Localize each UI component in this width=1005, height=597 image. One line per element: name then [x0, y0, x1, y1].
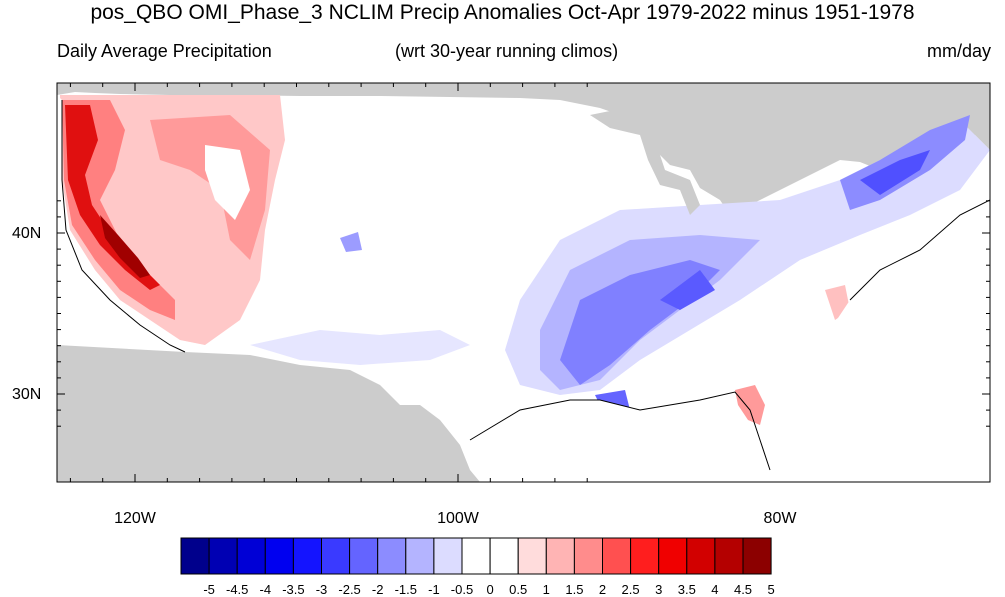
northeast-blue-dark	[860, 150, 930, 195]
colorbar-label: -1	[428, 582, 440, 597]
colorbar-box	[517, 537, 547, 575]
colorbar-label: 4.5	[733, 582, 753, 597]
colorbar-label: 1	[542, 582, 550, 597]
colorbar-box	[180, 537, 210, 575]
colorbar-box	[208, 537, 238, 575]
colorbar-label: 5	[767, 582, 775, 597]
colorbar-label: -0.5	[450, 582, 474, 597]
colorbar-label: 3	[655, 582, 663, 597]
great-lakes	[590, 95, 700, 215]
colorbar-label: 1.5	[565, 582, 584, 597]
colorbar-box	[377, 537, 407, 575]
colorbar-label: 0.5	[509, 582, 528, 597]
colorbar	[180, 537, 772, 575]
rockies-blue-spot	[340, 232, 362, 252]
axis-ticks	[57, 83, 990, 482]
colorbar-label: 2	[598, 582, 607, 597]
colorbar-label: -1.5	[394, 582, 417, 597]
colorbar-box	[405, 537, 435, 575]
colorbar-box	[714, 537, 744, 575]
colorbar-label: 2.5	[621, 582, 640, 597]
colorbar-label: 4	[711, 582, 719, 597]
colorbar-label: 3.5	[677, 582, 696, 597]
lat-label-40n: 40N	[12, 225, 42, 242]
subtitle-left: Daily Average Precipitation	[57, 41, 272, 61]
mask-gulf-coast	[470, 392, 770, 482]
colorbar-box	[602, 537, 632, 575]
west-red-darkest	[100, 215, 150, 278]
west-red-dark	[65, 105, 160, 290]
map-title: pos_QBO OMI_Phase_3 NCLIM Precip Anomali…	[90, 1, 915, 24]
colorbar-label: -2	[371, 582, 384, 597]
colorbar-label: -4.5	[225, 582, 249, 597]
colorbar-box	[236, 537, 266, 575]
colorbar-box	[658, 537, 688, 575]
colorbar-box	[461, 537, 491, 575]
colorbar-label: 0	[486, 582, 494, 597]
lon-label-80w: 80W	[763, 510, 797, 527]
lon-label-100w: 100W	[437, 510, 479, 527]
colorbar-box	[630, 537, 660, 575]
subtitle-units: mm/day	[926, 41, 991, 61]
lon-label-120w: 120W	[114, 510, 156, 527]
colorbar-label: -3.5	[282, 582, 305, 597]
colorbar-label: -3	[315, 582, 328, 597]
colorbar-box	[545, 537, 575, 575]
mexico-land	[57, 345, 480, 482]
colorbar-box	[742, 537, 772, 575]
map-frame	[56, 82, 991, 483]
rockies-white	[205, 145, 250, 220]
subtitle-center: (wrt 30-year running climos)	[395, 41, 619, 61]
colorbar-box	[349, 537, 379, 575]
colorbar-box	[489, 537, 519, 575]
colorbar-label: -4	[259, 582, 272, 597]
lake-erie-ontario	[725, 160, 815, 200]
florida-red	[735, 385, 765, 425]
colorbar-box	[264, 537, 294, 575]
colorbar-box	[321, 537, 351, 575]
southwest-lightblue	[250, 330, 470, 365]
colorbar-label: -2.5	[338, 582, 361, 597]
colorbar-box	[433, 537, 463, 575]
colorbar-label: -5	[203, 582, 215, 597]
colorbar-box	[686, 537, 716, 575]
coastline	[61, 100, 990, 471]
lat-label-30n: 30N	[12, 386, 42, 403]
blue-band-core	[660, 270, 715, 310]
colorbar-box	[573, 537, 604, 575]
mask-atlantic	[780, 200, 990, 482]
colorbar-box	[292, 537, 322, 575]
mask-pacific	[57, 95, 170, 345]
